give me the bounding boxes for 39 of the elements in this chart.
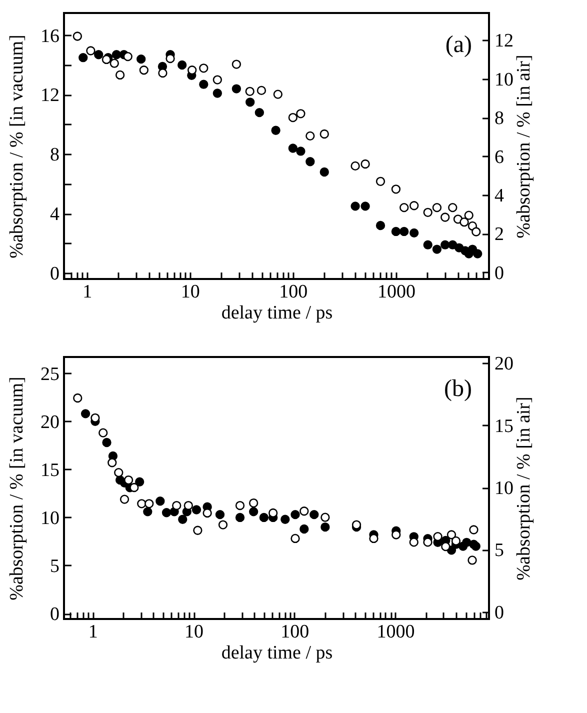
annotation: (a) — [445, 32, 472, 58]
y-tick-label: 5 — [50, 556, 60, 577]
y2-tick-label: 10 — [494, 478, 514, 500]
y2-tick-label: 0 — [494, 262, 504, 284]
y2-tick-label: 0 — [494, 602, 504, 624]
y-tick-label: 8 — [50, 144, 60, 166]
y-tick-label: 10 — [40, 508, 60, 529]
y-tick-label: 15 — [40, 460, 60, 481]
y-tick-label: 0 — [50, 604, 60, 626]
y2-tick-label: 5 — [494, 540, 504, 562]
y-tick-label: 4 — [50, 204, 60, 226]
x-tick-label: 1 — [82, 282, 92, 302]
y2-tick-label: 4 — [494, 185, 504, 206]
y-tick-label: 16 — [40, 26, 60, 47]
y-tick-label: 0 — [50, 264, 60, 285]
x-axis-title: delay time / ps — [221, 642, 333, 664]
y-tick-label: 12 — [40, 85, 60, 106]
y2-axis-title: %absorption / % [in air] — [514, 54, 534, 238]
y-tick-label: 20 — [40, 412, 60, 433]
annotation: (b) — [444, 376, 472, 402]
y2-tick-label: 12 — [494, 30, 514, 52]
x-tick-label: 10 — [180, 282, 200, 302]
y2-axis-title: %absorption / % [in air] — [514, 396, 534, 580]
y-axis-title: %absorption / % [in vacuum] — [6, 34, 28, 258]
y2-tick-label: 8 — [494, 108, 504, 130]
x-tick-label: 10 — [184, 622, 204, 642]
x-tick-label: 1000 — [377, 282, 416, 302]
x-axis-title: delay time / ps — [221, 302, 333, 324]
x-tick-label: 1 — [88, 622, 98, 642]
y-tick-label: 25 — [40, 364, 60, 385]
y2-tick-label: 10 — [494, 69, 514, 90]
y2-tick-label: 2 — [494, 224, 504, 246]
x-tick-label: 100 — [280, 622, 310, 642]
y-axis-title: %absorption / % [in vacuum] — [6, 376, 28, 600]
y2-tick-label: 15 — [494, 416, 514, 437]
y2-tick-label: 20 — [494, 354, 514, 375]
x-tick-label: 100 — [279, 282, 308, 302]
y2-tick-label: 6 — [494, 146, 504, 168]
x-tick-label: 1000 — [376, 622, 415, 642]
